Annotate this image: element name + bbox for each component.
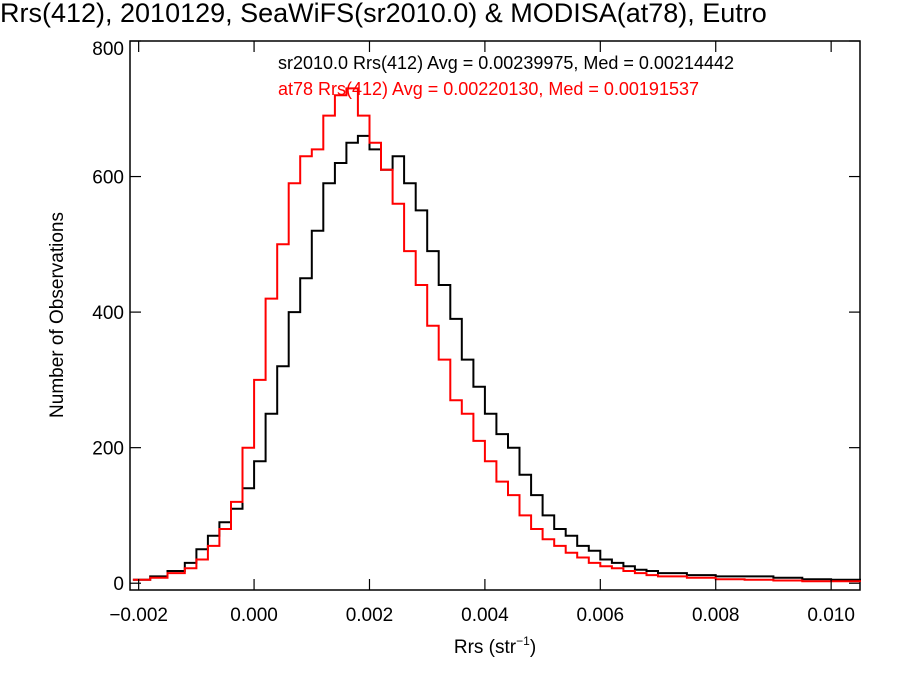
x-tick-label: 0.004 bbox=[461, 605, 509, 626]
plot-area: −0.002 0.000 0.002 0.004 0.006 0.008 0.010 0 200… bbox=[92, 39, 861, 626]
plot-frame bbox=[129, 40, 861, 591]
y-tick-label: 200 bbox=[92, 439, 124, 460]
x-tick-label: 0.006 bbox=[577, 605, 625, 626]
y-axis-label: Number of Observations bbox=[47, 212, 68, 418]
annotation-sr2010: sr2010.0 Rrs(412) Avg = 0.00239975, Med … bbox=[278, 53, 734, 73]
x-axis-label: Rrs (str−1) bbox=[454, 634, 536, 658]
y-tick-label: 600 bbox=[92, 168, 124, 189]
x-tick-label: 0.000 bbox=[230, 605, 278, 626]
y-tick-label: 0 bbox=[113, 574, 124, 595]
series-line-0 bbox=[132, 134, 861, 582]
y-tick-label: 800 bbox=[92, 39, 124, 60]
series-line-1 bbox=[132, 87, 861, 583]
chart-title: Rrs(412), 2010129, SeaWiFS(sr2010.0) & M… bbox=[0, 0, 767, 28]
x-tick-label: 0.008 bbox=[692, 605, 740, 626]
x-tick-label: 0.002 bbox=[346, 605, 394, 626]
annotation-at78: at78 Rrs(412) Avg = 0.00220130, Med = 0.… bbox=[278, 79, 699, 99]
y-tick-label: 400 bbox=[92, 303, 124, 324]
x-tick-label: 0.010 bbox=[807, 605, 855, 626]
x-tick-label: −0.002 bbox=[109, 605, 168, 626]
